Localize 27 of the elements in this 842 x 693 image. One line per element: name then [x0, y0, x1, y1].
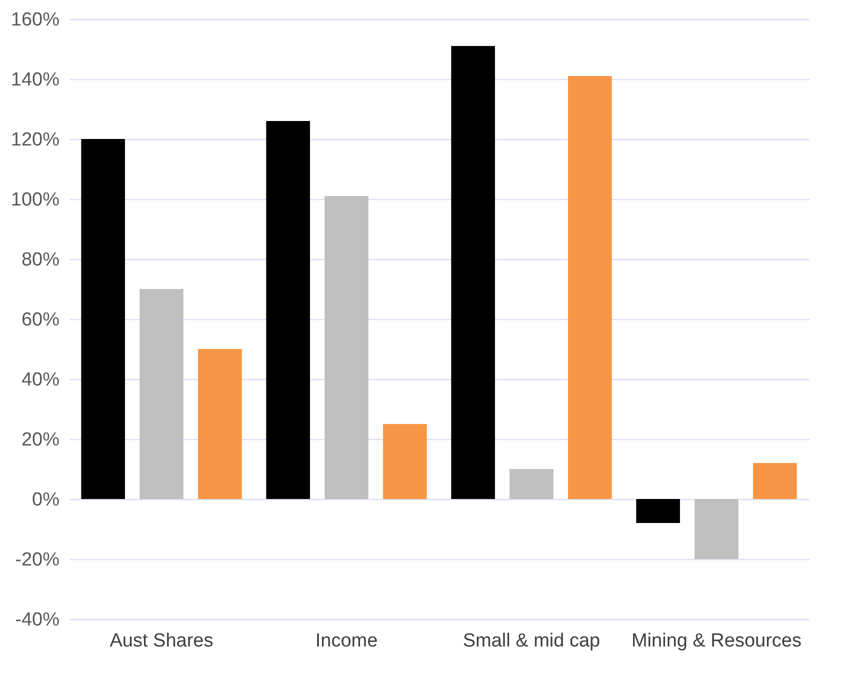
- x-tick-label: Income: [315, 630, 378, 652]
- bar: [694, 499, 738, 559]
- bar: [510, 469, 554, 499]
- y-tick-label: 80%: [21, 250, 60, 270]
- bar: [753, 463, 797, 499]
- y-tick-label: 40%: [21, 370, 60, 390]
- y-tick-label: -20%: [15, 550, 60, 570]
- y-tick-label: -40%: [15, 610, 60, 630]
- y-tick-label: 120%: [10, 130, 60, 150]
- bar: [198, 349, 242, 499]
- x-tick-label: Mining & Resources: [631, 630, 802, 652]
- bar: [266, 121, 310, 499]
- bar: [636, 499, 680, 523]
- y-tick-label: 20%: [21, 430, 60, 450]
- bar: [568, 76, 612, 499]
- bar: [383, 424, 427, 499]
- y-tick-label: 140%: [10, 70, 60, 90]
- y-tick-label: 0%: [32, 490, 60, 510]
- y-tick-label: 160%: [10, 10, 60, 30]
- bar: [140, 289, 184, 499]
- bar: [81, 139, 125, 499]
- y-tick-label: 100%: [10, 190, 60, 210]
- bar: [324, 196, 368, 499]
- x-tick-label: Small & mid cap: [462, 630, 600, 652]
- bar: [451, 46, 495, 499]
- x-tick-label: Aust Shares: [110, 630, 214, 652]
- y-tick-label: 60%: [21, 310, 60, 330]
